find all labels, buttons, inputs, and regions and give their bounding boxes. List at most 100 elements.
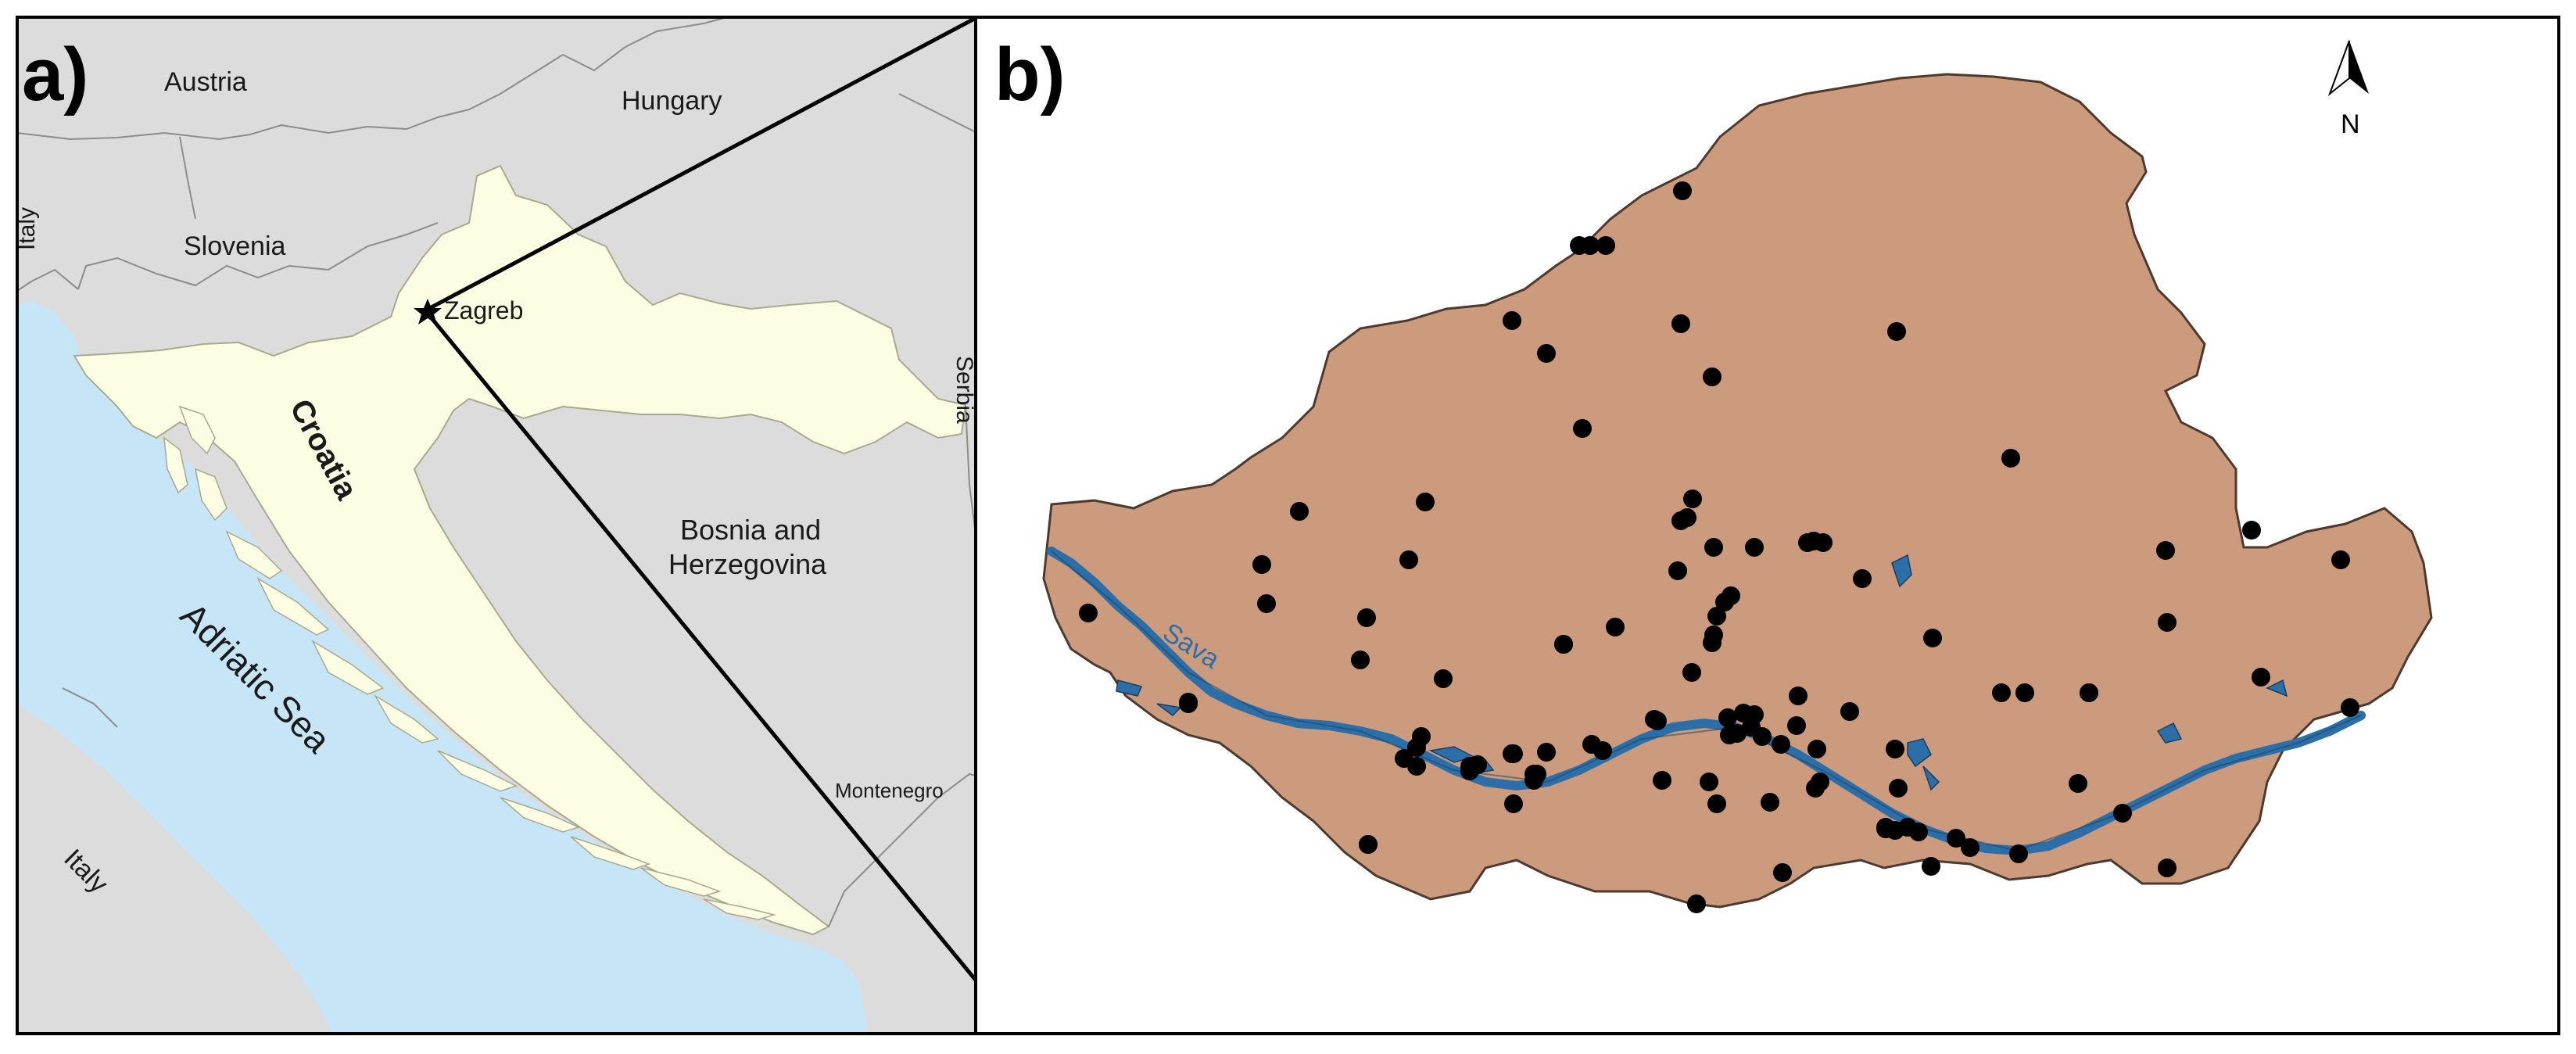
sample-point	[2080, 683, 2098, 702]
sample-point	[1718, 708, 1737, 727]
sample-point	[1772, 735, 1790, 754]
sample-point	[1807, 740, 1826, 758]
north-arrow-icon	[2327, 40, 2369, 97]
label-slovenia: Slovenia	[184, 231, 286, 261]
sample-point	[1460, 762, 1479, 780]
sample-point	[1179, 694, 1198, 713]
sample-point	[1789, 687, 1807, 705]
islands	[163, 405, 776, 920]
sample-point	[1728, 724, 1747, 743]
sample-point	[1787, 716, 1806, 735]
label-bosnia-line2: Herzegovina	[668, 548, 827, 580]
sample-point	[1573, 419, 1592, 438]
sample-point	[1357, 608, 1376, 627]
sample-point	[1351, 651, 1370, 669]
sample-point	[1252, 555, 1271, 574]
sample-point	[1887, 322, 1906, 341]
sample-point	[1581, 236, 1600, 255]
sample-point	[1992, 683, 2011, 702]
sample-point	[1554, 635, 1573, 654]
sample-point	[1722, 586, 1740, 605]
panel-a-letter: a)	[22, 33, 88, 117]
sample-point	[1678, 508, 1696, 527]
sample-point	[1703, 367, 1722, 386]
sample-point	[2001, 449, 2020, 468]
label-bosnia-line1: Bosnia and	[680, 514, 821, 546]
sample-point	[1707, 607, 1726, 626]
sample-point	[1898, 818, 1917, 837]
label-hungary: Hungary	[622, 86, 722, 116]
sample-point	[1537, 743, 1556, 762]
zoom-lines	[427, 15, 979, 984]
sample-point	[1671, 314, 1690, 333]
sample-point	[1840, 702, 1859, 721]
sample-point	[1704, 538, 1723, 557]
sample-point	[1673, 181, 1692, 200]
sample-point	[1703, 633, 1722, 652]
panel-b-map: Sava N b)	[974, 16, 2560, 1035]
sample-point	[1682, 663, 1701, 682]
sample-point	[1922, 857, 1940, 876]
label-montenegro: Montenegro	[835, 779, 944, 802]
sample-point	[1947, 829, 1965, 848]
sample-point	[1814, 533, 1833, 552]
sample-point	[1503, 311, 1521, 330]
sample-point	[1596, 236, 1615, 255]
sample-point	[2156, 541, 2175, 560]
sample-point	[1707, 794, 1726, 813]
sample-point	[1683, 489, 1702, 508]
north-label: N	[2341, 109, 2360, 139]
sample-point	[1407, 738, 1426, 757]
sample-point	[2341, 698, 2359, 717]
sample-point	[1853, 569, 1872, 588]
sample-point	[2069, 774, 2087, 793]
sample-point	[1606, 618, 1625, 636]
sample-point	[1687, 894, 1706, 913]
sample-point	[1653, 771, 1671, 790]
sample-point	[1742, 718, 1761, 737]
sample-point	[1700, 773, 1718, 791]
label-serbia: Serbia	[951, 356, 977, 424]
sample-point	[1290, 502, 1309, 521]
sample-point	[1257, 594, 1276, 613]
label-italy-north: Italy	[14, 207, 40, 250]
backwaters	[1116, 554, 2288, 791]
sample-point	[1537, 344, 1556, 363]
sample-point	[2252, 668, 2270, 687]
sample-point	[1923, 629, 1942, 647]
adriatic-sea	[17, 301, 868, 1034]
sample-point	[1504, 744, 1523, 763]
label-zagreb: Zagreb	[444, 296, 523, 324]
italy-south-land	[17, 704, 332, 1034]
sample-point	[2015, 683, 2034, 702]
sample-point	[1504, 794, 1523, 813]
sample-point	[1886, 740, 1904, 758]
sample-point	[1434, 669, 1453, 688]
sample-point	[1745, 538, 1764, 557]
sample-point	[2158, 859, 2177, 877]
sample-point	[2158, 613, 2177, 632]
sample-point	[1079, 604, 1098, 622]
sample-point	[1359, 835, 1378, 854]
zagreb-star-icon	[414, 299, 442, 324]
sample-point	[1773, 863, 1792, 882]
sample-point	[1407, 757, 1426, 776]
sample-point	[2242, 521, 2261, 540]
sample-point	[2009, 844, 2028, 863]
sample-point	[1961, 838, 1979, 857]
sample-point	[1889, 779, 1908, 798]
sample-point	[1399, 550, 1418, 569]
sample-point	[1645, 710, 1664, 729]
label-austria: Austria	[164, 67, 247, 97]
panel-a-map: Austria Hungary Italy Slovenia Zagreb Cr…	[14, 17, 1024, 1034]
sample-point	[1528, 765, 1546, 783]
sample-point	[1761, 793, 1779, 812]
croatia-land	[73, 164, 967, 936]
sample-point	[1416, 493, 1435, 511]
panel-b-letter: b)	[994, 33, 1066, 117]
sample-point	[1668, 561, 1687, 580]
sample-point	[1811, 773, 1829, 791]
sample-point	[1593, 741, 1612, 760]
sample-point	[2113, 804, 2132, 823]
